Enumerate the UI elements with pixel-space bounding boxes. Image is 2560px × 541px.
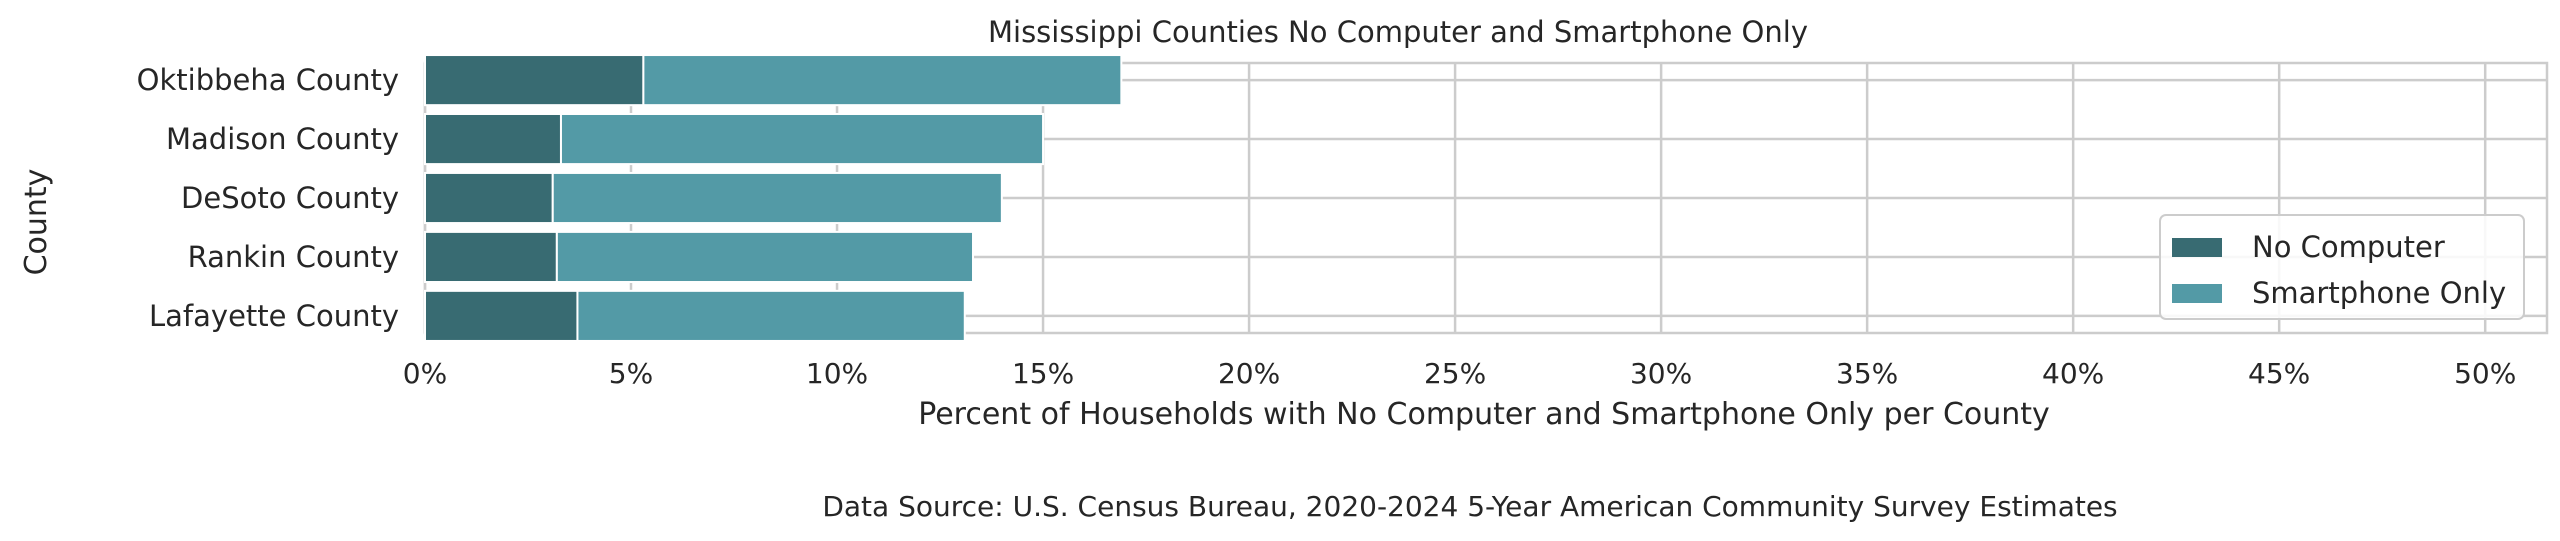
bar-no-computer: [424, 230, 558, 284]
y-tick-labels: Oktibbeha County Madison County DeSoto Cou…: [137, 63, 399, 333]
y-tick-label: Rankin County: [188, 240, 399, 274]
x-axis-label: Percent of Households with No Computer a…: [918, 397, 2050, 432]
bar-no-computer: [424, 54, 645, 107]
x-tick-label: 50%: [2454, 357, 2516, 390]
legend-swatch: [2172, 284, 2222, 303]
legend-label: No Computer: [2252, 230, 2445, 264]
bars: [424, 54, 1123, 342]
x-tick-label: 40%: [2042, 357, 2104, 390]
legend: No Computer Smartphone Only: [2159, 214, 2525, 320]
bar-no-computer: [424, 289, 579, 342]
bar-no-computer: [424, 112, 562, 166]
legend-box: [2159, 214, 2525, 320]
x-tick-label: 45%: [2248, 357, 2310, 390]
x-tick-label: 5%: [609, 357, 653, 390]
bar-no-computer: [424, 171, 554, 225]
y-tick-label: Madison County: [166, 122, 399, 156]
bar-smartphone-only: [642, 54, 1123, 107]
legend-swatch: [2172, 238, 2222, 257]
x-tick-label: 30%: [1630, 357, 1692, 390]
bar-smartphone-only: [551, 171, 1003, 225]
y-tick-label: DeSoto County: [181, 181, 399, 215]
bar-smartphone-only: [559, 112, 1045, 166]
legend-label: Smartphone Only: [2252, 276, 2506, 310]
x-tick-label: 35%: [1836, 357, 1898, 390]
x-tick-label: 0%: [403, 357, 447, 390]
x-tick-label: 25%: [1424, 357, 1486, 390]
y-axis-label: County: [19, 169, 54, 276]
y-tick-label: Lafayette County: [149, 299, 399, 333]
x-tick-label: 20%: [1218, 357, 1280, 390]
bar-smartphone-only: [555, 230, 975, 284]
x-tick-labels: 0% 5% 10% 15% 20% 25% 30% 35% 40% 45% 50%: [403, 357, 2517, 390]
x-tick-label: 10%: [806, 357, 868, 390]
chart-title: Mississippi Counties No Computer and Sma…: [988, 15, 1808, 49]
bar-smartphone-only: [576, 289, 966, 342]
x-tick-label: 15%: [1012, 357, 1074, 390]
data-source-note: Data Source: U.S. Census Bureau, 2020-20…: [822, 490, 2117, 523]
y-tick-label: Oktibbeha County: [137, 63, 399, 97]
